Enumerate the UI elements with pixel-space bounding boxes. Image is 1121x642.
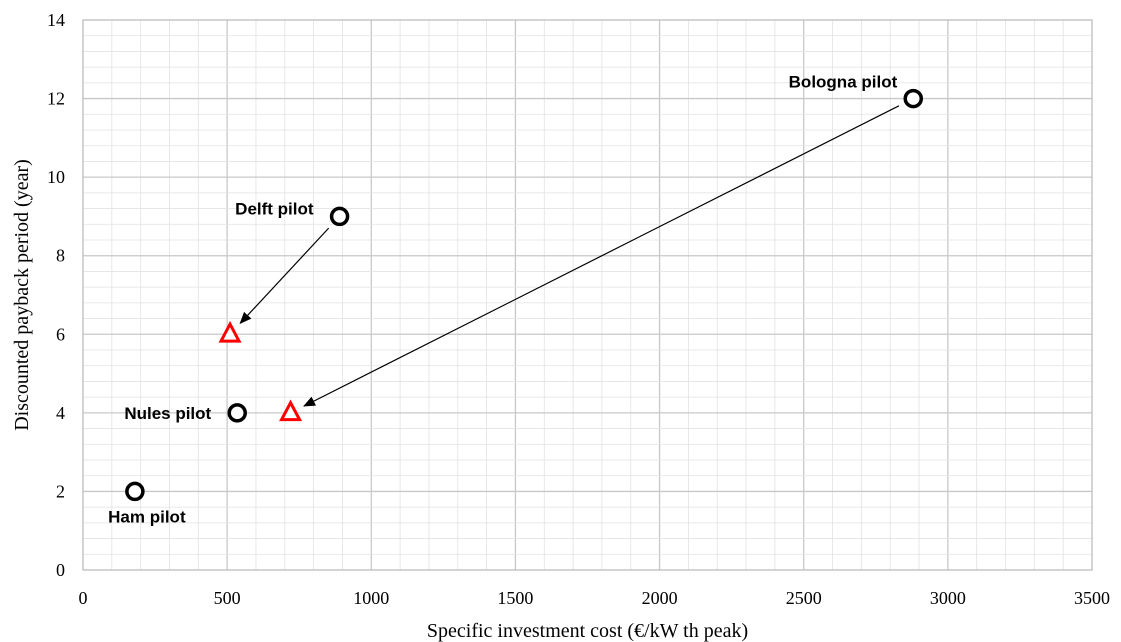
y-tick-label: 4 <box>56 403 65 423</box>
x-tick-label: 500 <box>214 588 241 608</box>
point-label: Delft pilot <box>235 199 314 218</box>
x-tick-label: 1500 <box>497 588 533 608</box>
triangle-point <box>218 320 242 343</box>
x-tick-label: 0 <box>79 588 88 608</box>
x-tick-label: 2000 <box>642 588 678 608</box>
arrow <box>303 105 900 407</box>
y-tick-label: 2 <box>56 481 65 501</box>
x-axis-title: Specific investment cost (€/kW th peak) <box>427 620 748 642</box>
y-tick-label: 0 <box>56 560 65 580</box>
circle-point <box>227 403 247 423</box>
y-tick-label: 12 <box>47 89 65 109</box>
point-label: Nules pilot <box>124 404 211 423</box>
triangle-point <box>279 399 303 422</box>
data-points: Ham pilot Nules pilot Delft pilot Bologna p… <box>108 73 924 526</box>
arrows <box>239 105 900 407</box>
x-tick-label: 3500 <box>1074 588 1110 608</box>
point-label: Ham pilot <box>108 507 186 526</box>
x-tick-label: 1000 <box>353 588 389 608</box>
circle-point <box>125 481 145 502</box>
grid <box>83 20 1092 570</box>
circle-point <box>903 88 924 109</box>
arrow <box>239 227 330 325</box>
circle-point <box>329 206 350 227</box>
y-tick-label: 6 <box>56 324 65 344</box>
tick-labels: 0 500 1000 1500 2000 2500 3000 3500 0 2 4 6 8 10 12 14 <box>47 10 1110 608</box>
y-axis-title: Discounted payback period (year) <box>11 159 33 431</box>
x-tick-label: 2500 <box>786 588 822 608</box>
point-label: Bologna pilot <box>789 73 898 92</box>
y-tick-label: 8 <box>56 246 65 266</box>
x-tick-label: 3000 <box>930 588 966 608</box>
y-tick-label: 10 <box>47 167 65 187</box>
plot-area-border <box>82 19 1093 571</box>
y-tick-label: 14 <box>47 10 65 30</box>
